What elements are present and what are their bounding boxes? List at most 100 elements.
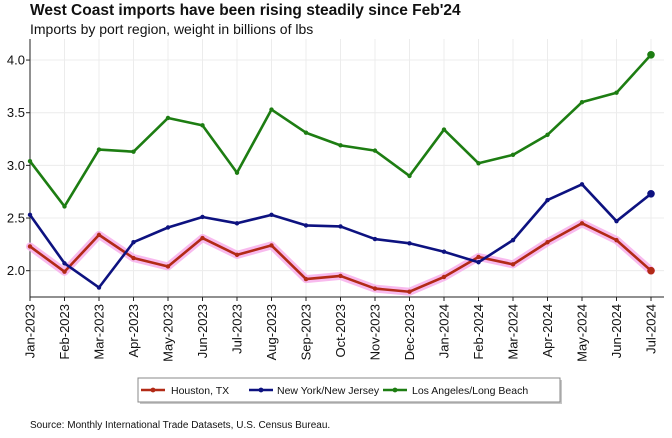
data-point [269, 212, 274, 218]
data-point [407, 241, 412, 246]
data-point [647, 266, 655, 275]
data-point [27, 212, 33, 218]
data-point [234, 221, 240, 226]
x-tick-label: Mar-2023 [92, 304, 107, 360]
data-point [372, 148, 378, 153]
data-point [476, 260, 481, 265]
data-point [614, 237, 619, 243]
data-point [510, 152, 516, 158]
data-point [96, 285, 102, 290]
x-tick-label: Oct-2023 [333, 304, 348, 357]
x-tick-label: Jul-2024 [644, 304, 659, 354]
data-point [614, 218, 619, 224]
data-point [131, 255, 136, 261]
data-point [62, 261, 67, 266]
x-tick-label: Jan-2023 [23, 304, 38, 358]
data-point [234, 252, 240, 258]
data-point [441, 274, 447, 280]
data-point [338, 143, 343, 148]
data-point [579, 99, 585, 105]
series-group [27, 50, 655, 209]
y-tick-label: 3.5 [7, 105, 25, 120]
data-point [510, 237, 516, 243]
data-point [614, 90, 619, 95]
series-lines [26, 50, 655, 296]
data-point [510, 262, 516, 267]
data-point [579, 221, 585, 226]
legend-swatch-marker [392, 387, 398, 393]
data-point [407, 289, 412, 294]
data-point [338, 224, 343, 229]
x-tick-label: Jul-2023 [230, 304, 245, 354]
data-point [545, 132, 550, 138]
y-tick-label: 2.0 [7, 263, 25, 278]
legend-swatch-marker [150, 387, 156, 393]
y-tick-label: 3.0 [7, 158, 25, 173]
x-tick-label: Feb-2023 [57, 304, 72, 360]
data-point [165, 264, 171, 269]
chart-subtitle: Imports by port region, weight in billio… [30, 21, 314, 37]
data-point [476, 161, 481, 166]
grid-lines [29, 39, 664, 297]
data-point [476, 254, 481, 260]
x-tick-label: Sep-2023 [299, 304, 314, 360]
tick-labels: 2.0 2.5 3.0 3.5 4.0 Jan-2023 Feb-2023 Mar-2023 A… [7, 53, 659, 362]
series-group [26, 219, 655, 296]
data-point [338, 273, 343, 279]
legend-label: New York/New Jersey [277, 385, 380, 397]
x-tick-label: Jun-2024 [609, 304, 624, 358]
x-tick-label: Aug-2023 [264, 304, 279, 360]
axes [26, 39, 664, 301]
data-point [62, 269, 67, 274]
x-tick-label: May-2023 [161, 304, 176, 362]
x-tick-label: Dec-2023 [402, 304, 417, 360]
x-tick-label: Mar-2024 [506, 304, 521, 360]
data-point [131, 240, 136, 245]
data-point [441, 249, 447, 254]
x-tick-label: Jun-2023 [195, 304, 210, 358]
y-tick-label: 4.0 [7, 53, 25, 68]
data-point [303, 276, 309, 282]
source-note: Source: Monthly International Trade Data… [30, 420, 331, 431]
legend: Houston, TX New York/New Jersey Los Angele… [137, 377, 562, 404]
data-point [96, 232, 102, 238]
data-point [407, 173, 412, 179]
x-tick-label: Apr-2023 [126, 304, 141, 357]
x-tick-label: Nov-2023 [368, 304, 383, 360]
data-point [545, 197, 550, 203]
x-tick-label: May-2024 [575, 304, 590, 362]
legend-box [137, 377, 561, 403]
series-group [27, 182, 655, 290]
data-point [579, 182, 585, 187]
data-point [303, 130, 309, 135]
data-point [303, 223, 309, 228]
data-point [165, 225, 171, 230]
data-point [441, 127, 447, 132]
data-point [372, 286, 378, 291]
data-point [131, 149, 136, 154]
data-point [96, 147, 102, 152]
legend-swatch-marker [258, 387, 264, 393]
legend-label: Houston, TX [171, 385, 229, 397]
data-point [200, 123, 205, 128]
x-tick-label: Jan-2024 [437, 304, 452, 358]
x-tick-label: Feb-2024 [471, 304, 486, 360]
data-point [234, 170, 240, 175]
y-tick-label: 2.5 [7, 211, 25, 226]
data-point [647, 190, 655, 198]
data-point [62, 204, 67, 209]
data-point [372, 236, 378, 242]
data-point [269, 243, 274, 248]
data-point [200, 214, 205, 220]
data-point [647, 50, 655, 59]
chart-title: West Coast imports have been rising stea… [30, 2, 461, 19]
data-point [269, 107, 274, 112]
x-tick-label: Apr-2024 [540, 304, 555, 357]
legend-label: Los Angeles/Long Beach [412, 385, 528, 397]
data-point [200, 235, 205, 241]
data-point [27, 158, 33, 164]
data-point [545, 240, 550, 245]
data-point [165, 115, 171, 121]
data-point [27, 244, 33, 249]
